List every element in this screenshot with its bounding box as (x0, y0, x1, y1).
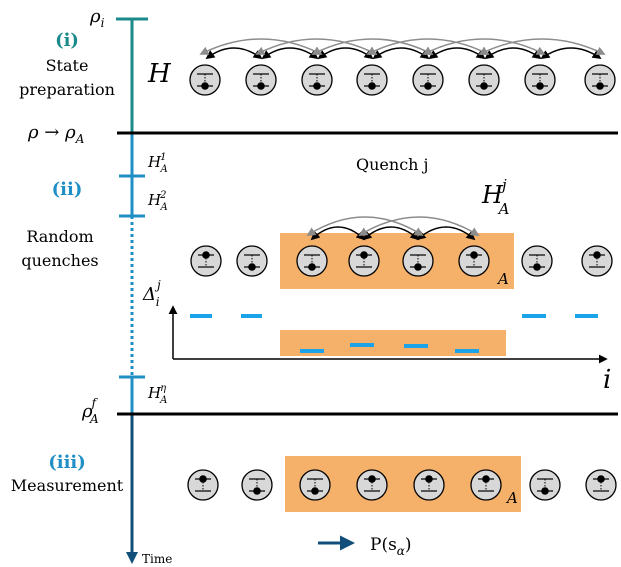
atom (356, 64, 388, 96)
rho-i-label: ρi (89, 6, 105, 30)
couplings-quench (306, 216, 480, 241)
stage-iii-tag: (iii) (48, 452, 86, 473)
atom (402, 245, 434, 277)
atom (521, 245, 553, 277)
atom-chain-measurement (187, 469, 617, 501)
coupling-arc (428, 47, 486, 60)
atom (187, 469, 219, 501)
disorder-values (190, 314, 598, 353)
atom (296, 245, 328, 277)
coupling-arc (205, 47, 263, 60)
coupling-arc (261, 47, 319, 60)
H-label: H (147, 59, 172, 89)
atom (301, 64, 333, 96)
stage-ii-line2: quenches (21, 251, 98, 270)
atom (458, 245, 490, 277)
coupling-arc (372, 47, 430, 60)
coupling-arc (317, 47, 374, 60)
atom (189, 64, 221, 96)
atom (412, 64, 444, 96)
atom (299, 469, 331, 501)
timeline (116, 17, 618, 564)
stage-i-line1: State (46, 56, 89, 75)
stage-ii-line1: Random (26, 227, 93, 246)
atom (581, 245, 613, 277)
HA1-label: H1 A (147, 152, 168, 175)
HAeta-label: Hη A (147, 383, 167, 406)
atom (468, 64, 500, 96)
rho-to-rhoA-label: ρ → ρA (27, 122, 85, 146)
delta-label: Δj i (142, 278, 161, 309)
atom (413, 469, 445, 501)
axis-i-label: i (603, 365, 611, 395)
couplings-i (199, 38, 606, 60)
subsystem-A-label-quench: A (496, 270, 509, 288)
HA2-label: H2 A (147, 190, 168, 213)
stage-i-line2: preparation (19, 80, 115, 99)
atom (584, 64, 616, 96)
probability-label: P(sα) (370, 535, 412, 558)
coupling-arc (484, 47, 542, 60)
coupling-arc (478, 38, 606, 55)
atom (236, 245, 268, 277)
stage-ii-tag: (ii) (52, 179, 83, 200)
rho-f-label: ρf A (81, 396, 99, 426)
timeline-labels: ρi ρ → ρA ρf A Time (i) State preparation… (11, 6, 173, 566)
subsystem-A-label-measurement: A (505, 489, 518, 507)
time-label: Time (142, 552, 172, 566)
stage-i-tag: (i) (55, 30, 79, 51)
atom (524, 64, 556, 96)
timeline-arrowhead (126, 552, 138, 564)
atom (348, 245, 380, 277)
atom (470, 469, 502, 501)
atom (356, 469, 388, 501)
atom (585, 469, 617, 501)
atom (241, 469, 273, 501)
atom (529, 469, 561, 501)
stage-iii-line1: Measurement (11, 476, 124, 495)
atom-chain-quench (190, 245, 613, 277)
atom (190, 245, 222, 277)
atom (245, 64, 277, 96)
atom-chain-i (189, 64, 616, 96)
quench-title: Quench j (356, 155, 429, 174)
HAj-label: Hj A (481, 176, 510, 218)
coupling-arc (358, 216, 480, 236)
coupling-arc (540, 47, 602, 60)
